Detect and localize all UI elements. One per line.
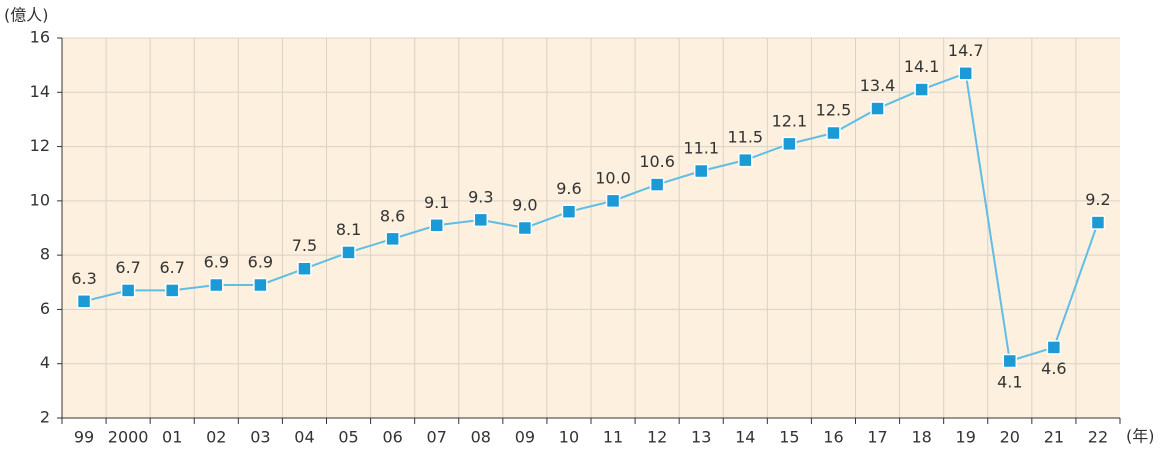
x-tick-label: 04 (294, 428, 314, 447)
y-tick-label: 8 (40, 245, 50, 264)
x-tick-label: 22 (1088, 428, 1108, 447)
data-point (297, 261, 312, 276)
x-tick-label: 18 (911, 428, 931, 447)
data-point (385, 231, 400, 247)
x-tick-label: 12 (647, 428, 667, 447)
data-point (1090, 215, 1106, 230)
y-tick-label: 16 (30, 28, 50, 47)
data-point (429, 218, 444, 233)
x-tick-label: 07 (427, 428, 447, 447)
x-tick-label: 2000 (108, 428, 149, 447)
data-label: 9.1 (424, 193, 449, 212)
y-axis-label: (億人) (4, 6, 49, 25)
x-tick-label: 01 (162, 428, 182, 447)
data-label: 6.3 (71, 269, 96, 288)
data-point (517, 220, 533, 236)
data-label: 8.1 (336, 220, 361, 239)
series-line (83, 71, 1099, 363)
x-tick-label: 05 (338, 428, 358, 447)
data-point (958, 66, 973, 81)
data-label: 10.0 (595, 168, 631, 187)
y-tick-label: 10 (30, 190, 50, 209)
data-point (561, 204, 577, 219)
data-label: 14.1 (904, 57, 940, 76)
x-tick-label: 15 (779, 428, 799, 447)
x-tick-label: 08 (471, 428, 491, 447)
y-tick-label: 4 (40, 353, 50, 372)
data-label: 6.7 (115, 258, 140, 277)
data-label: 4.1 (997, 373, 1022, 392)
data-point (341, 245, 356, 260)
x-tick-label: 09 (515, 428, 535, 447)
data-label: 9.2 (1085, 190, 1110, 209)
data-point (693, 163, 709, 179)
data-point (738, 152, 753, 168)
data-label: 11.1 (683, 139, 719, 158)
x-tick-label: 13 (691, 428, 711, 447)
data-label: 12.5 (816, 101, 852, 120)
data-label: 12.1 (772, 111, 808, 130)
x-tick-label: 11 (603, 428, 623, 447)
x-tick-label: 02 (206, 428, 226, 447)
x-tick-label: 19 (956, 428, 976, 447)
data-label: 6.9 (248, 253, 273, 272)
y-tick-label: 2 (40, 408, 50, 427)
data-label: 14.7 (948, 41, 984, 60)
data-label: 9.3 (468, 187, 493, 206)
data-point (870, 101, 885, 116)
x-tick-label: 14 (735, 428, 755, 447)
x-tick-label: 99 (74, 428, 94, 447)
x-tick-label: 21 (1044, 428, 1064, 447)
y-tick-label: 12 (30, 136, 50, 155)
data-point (209, 277, 224, 293)
data-point (782, 136, 797, 152)
data-point (164, 283, 180, 298)
data-point (826, 125, 841, 141)
data-point (76, 294, 92, 309)
data-label: 13.4 (860, 76, 896, 95)
data-point (473, 212, 489, 228)
y-tick-label: 14 (30, 82, 50, 101)
y-tick-label: 6 (40, 299, 50, 318)
x-tick-label: 20 (1000, 428, 1020, 447)
x-tick-label: 17 (867, 428, 887, 447)
x-axis-label: (年) (1126, 427, 1155, 446)
data-label: 9.6 (556, 179, 581, 198)
data-label: 11.5 (727, 128, 763, 147)
data-point (120, 283, 136, 298)
data-point (914, 82, 929, 97)
data-label: 9.0 (512, 196, 537, 215)
data-point (1046, 340, 1062, 355)
data-point (649, 177, 665, 192)
x-tick-label: 10 (559, 428, 579, 447)
data-label: 6.9 (204, 253, 229, 272)
data-label: 10.6 (639, 152, 675, 171)
x-tick-label: 16 (823, 428, 843, 447)
data-label: 7.5 (292, 236, 317, 255)
data-label: 8.6 (380, 206, 405, 225)
x-tick-label: 03 (250, 428, 270, 447)
data-point (605, 193, 621, 209)
data-point (253, 277, 268, 293)
data-label: 4.6 (1041, 359, 1066, 378)
data-label: 6.7 (159, 258, 184, 277)
data-point (1002, 353, 1018, 369)
x-tick-label: 06 (382, 428, 402, 447)
